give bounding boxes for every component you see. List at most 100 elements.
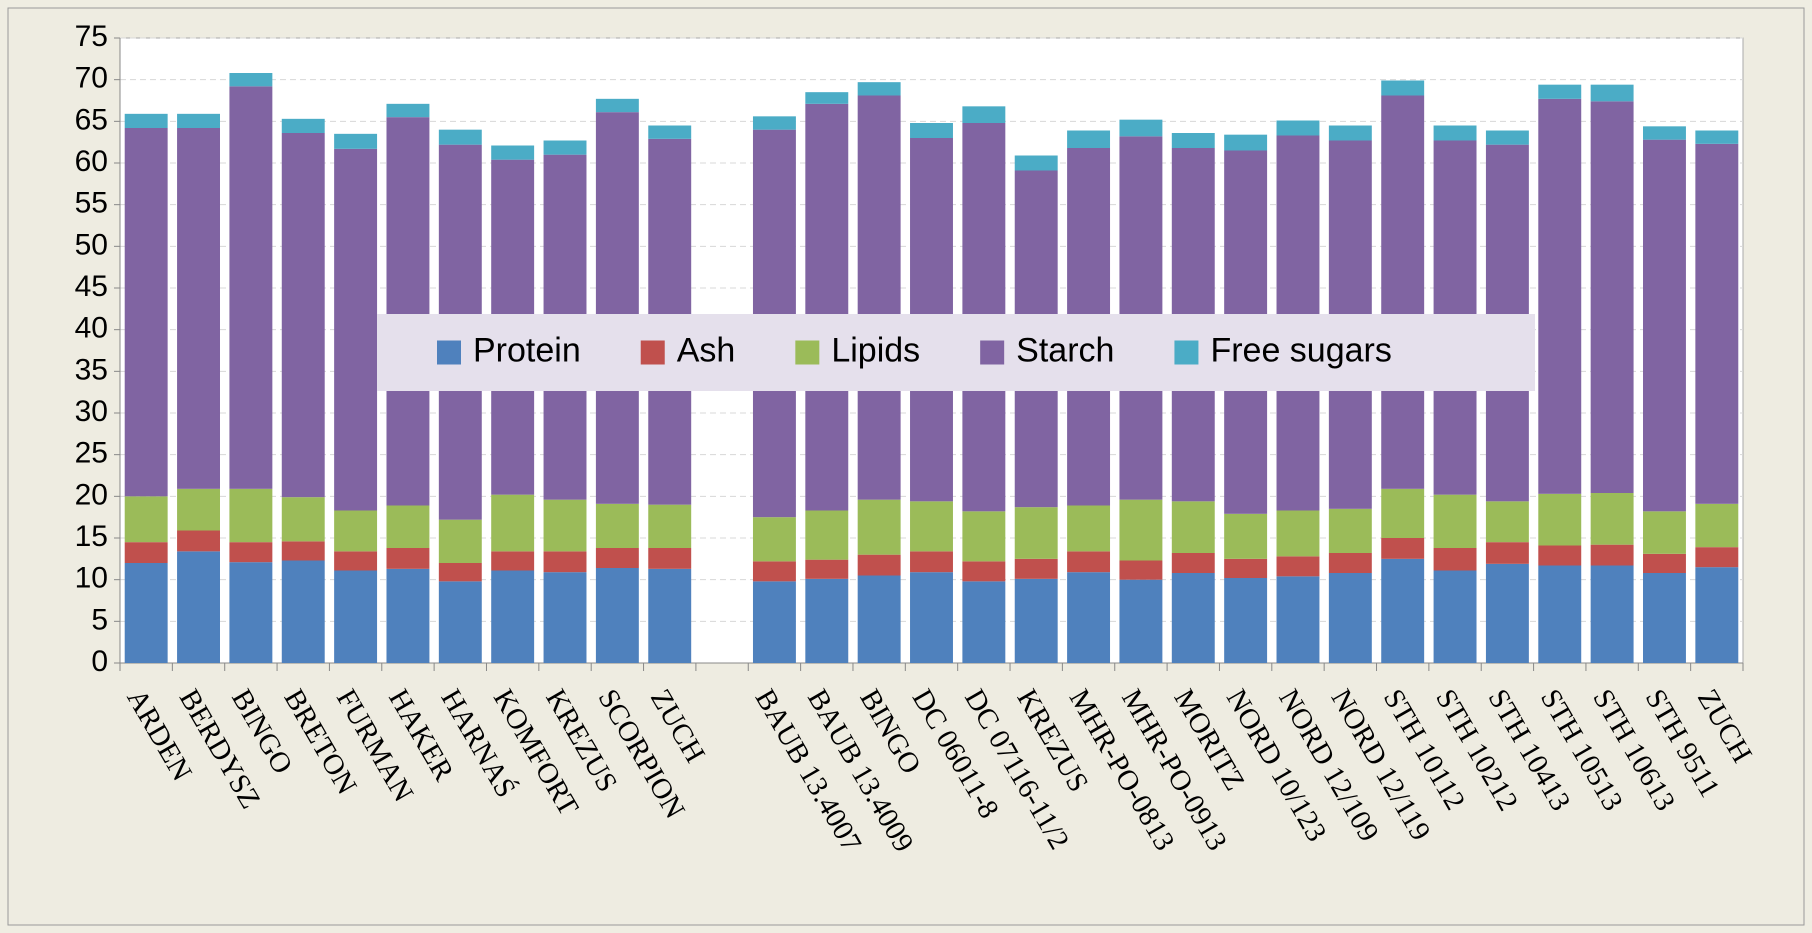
bar-segment: [281, 118, 325, 133]
y-tick-label: 55: [75, 187, 108, 220]
bar-segment: [805, 92, 849, 104]
y-tick-label: 20: [75, 478, 108, 511]
bar-segment: [1643, 553, 1686, 573]
bar-segment: [648, 125, 692, 139]
bar-segment: [334, 133, 378, 149]
bar-segment: [1381, 538, 1425, 559]
bar-segment: [1695, 547, 1739, 568]
bar-segment: [857, 95, 901, 500]
bar-segment: [805, 103, 849, 511]
bar-segment: [1276, 556, 1320, 577]
bar-segment: [595, 568, 639, 663]
bar-segment: [1119, 499, 1163, 561]
bar-segment: [491, 145, 535, 160]
bar-segment: [648, 504, 692, 548]
bar-segment: [438, 563, 482, 582]
bar-segment: [1695, 143, 1739, 504]
bar-segment: [1119, 119, 1163, 137]
bar-segment: [857, 499, 901, 555]
bar-segment: [1590, 84, 1634, 102]
bar-segment: [648, 568, 692, 663]
bar-segment: [386, 103, 430, 118]
bar-segment: [595, 112, 639, 504]
bar-segment: [805, 510, 849, 560]
y-tick-label: 60: [75, 145, 108, 178]
bar-segment: [281, 497, 325, 542]
y-tick-label: 65: [75, 103, 108, 136]
bar-segment: [229, 86, 273, 489]
bar-segment: [857, 554, 901, 576]
bar-segment: [805, 578, 849, 663]
legend-label: Ash: [677, 331, 736, 369]
bar-segment: [229, 488, 273, 543]
bar-segment: [1433, 548, 1477, 571]
bar-segment: [543, 551, 587, 573]
legend-swatch: [640, 340, 665, 365]
bar-segment: [595, 548, 639, 568]
bar-segment: [491, 570, 535, 663]
bar-segment: [1695, 567, 1739, 663]
bar-segment: [1643, 511, 1686, 554]
bar-segment: [124, 113, 168, 128]
bar-segment: [1433, 570, 1477, 663]
bar-segment: [1276, 576, 1320, 663]
bar-segment: [910, 572, 953, 663]
bar-segment: [1538, 493, 1582, 546]
bar-segment: [962, 511, 1006, 562]
legend: Protein Ash Lipids Starch Free sugars: [437, 331, 1392, 369]
y-tick-label: 25: [75, 437, 108, 470]
bar-segment: [1276, 510, 1320, 557]
legend-swatch: [437, 340, 461, 365]
bar-segment: [1224, 578, 1268, 663]
bar-segment: [1381, 558, 1425, 663]
bar-segment: [229, 73, 273, 87]
bar-segment: [962, 106, 1006, 123]
bar-segment: [1119, 579, 1163, 663]
bar-segment: [1485, 130, 1529, 145]
bar-segment: [595, 98, 639, 113]
bar-segment: [910, 123, 953, 138]
bar-segment: [1695, 503, 1739, 548]
bar-segment: [1381, 488, 1425, 538]
bar-segment: [229, 542, 273, 563]
bar-segment: [1014, 578, 1058, 663]
legend-swatch: [795, 340, 820, 365]
bar-segment: [386, 505, 430, 548]
bar-segment: [1014, 507, 1058, 559]
bar-segment: [1590, 101, 1634, 493]
bar-segment: [962, 581, 1006, 663]
bar-segment: [1538, 98, 1582, 494]
bar-segment: [229, 562, 273, 663]
bar-segment: [1538, 565, 1582, 663]
bar-segment: [1014, 155, 1058, 171]
bar-segment: [177, 113, 220, 128]
bar-segment: [805, 559, 849, 579]
bar-segment: [177, 128, 220, 489]
bar-segment: [1171, 573, 1215, 663]
bar-segment: [1485, 563, 1529, 663]
y-tick-label: 5: [91, 603, 108, 636]
bar-segment: [1276, 120, 1320, 136]
bar-segment: [177, 530, 220, 552]
legend-box: [377, 314, 1535, 391]
bar-segment: [910, 501, 953, 552]
bar-segment: [1643, 139, 1686, 512]
bar-segment: [438, 129, 482, 145]
bar-segment: [1067, 130, 1111, 148]
bar-segment: [910, 551, 953, 573]
bar-segment: [1067, 572, 1111, 663]
bar-segment: [491, 494, 535, 552]
bar-segment: [1328, 125, 1372, 141]
y-tick-label: 10: [75, 562, 108, 595]
bar-segment: [438, 581, 482, 663]
bar-segment: [1485, 542, 1529, 564]
bar-segment: [334, 570, 378, 663]
y-tick-label: 70: [75, 62, 108, 95]
legend-swatch: [1174, 340, 1199, 365]
bar-segment: [386, 548, 430, 569]
bar-segment: [124, 496, 168, 543]
bar-segment: [1171, 501, 1215, 553]
bar-segment: [752, 116, 796, 130]
bar-segment: [334, 148, 378, 511]
